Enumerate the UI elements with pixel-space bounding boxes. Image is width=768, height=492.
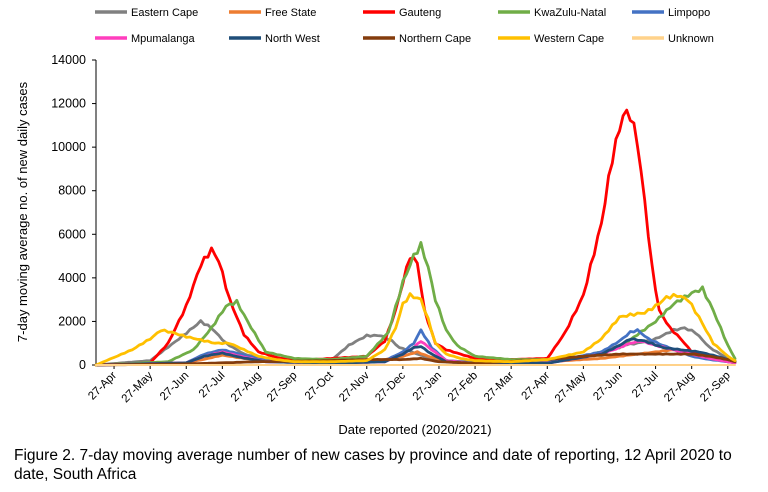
legend-label: KwaZulu-Natal [534,7,606,19]
series-layer [94,108,737,367]
legend-label: Gauteng [399,7,441,19]
legend: Eastern Cape Free State Gauteng KwaZulu-Nat… [95,7,714,45]
y-tick-label: 12000 [51,97,86,111]
legend-label: Free State [265,7,316,19]
x-tick-label: 27-Jul [630,370,661,401]
x-tick-label: 27-May [120,369,156,405]
legend-label: Western Cape [534,33,604,45]
figure-caption: Figure 2. 7-day moving average number of… [14,447,732,483]
x-tick-label: 27-Apr [86,370,119,403]
y-tick-label: 8000 [58,184,86,198]
x-tick-label: 27-Jun [158,370,191,403]
x-tick-label: 27-Jun [591,370,624,403]
x-tick-label: 27-Feb [446,370,480,404]
x-tick-label: 27-Jan [411,370,444,403]
x-axis: 27-Apr 27-May 27-Jun 27-Jul 27-Aug 27-Sep 27-O… [86,364,735,405]
x-tick-label: 27-Sep [265,370,300,405]
legend-label: Limpopo [668,7,710,19]
legend-label: Unknown [668,33,714,45]
y-tick-label: 10000 [51,140,86,154]
series-line-north-west [94,337,737,367]
series-line-northern-cape [94,352,737,367]
x-tick-label: 27-Aug [662,370,697,405]
x-tick-label: 27-Mar [482,370,516,404]
legend-label: North West [265,33,320,45]
x-axis-title: Date reported (2020/2021) [338,422,491,437]
x-tick-label: 27-Nov [337,369,372,404]
y-tick-label: 4000 [58,271,86,285]
x-tick-label: 27-May [553,369,589,405]
x-tick-label: 27-Jul [197,370,228,401]
series-line-western-cape [94,292,737,367]
x-tick-label: 27-Aug [229,370,264,405]
series-line-limpopo [94,328,737,367]
legend-label: Eastern Cape [131,7,198,19]
legend-label: Northern Cape [399,33,471,45]
y-axis-title: 7-day moving average no. of new daily ca… [15,81,30,342]
legend-label: Mpumalanga [131,33,195,45]
x-tick-label: 27-Dec [373,369,408,404]
y-tick-label: 6000 [58,227,86,241]
x-tick-label: 27-Apr [519,370,552,403]
chart-canvas: Eastern Cape Free State Gauteng KwaZulu-Nat… [15,7,737,437]
x-tick-label: 27-Sep [698,370,733,405]
y-tick-label: 0 [79,358,86,372]
y-tick-label: 2000 [58,314,86,328]
series-line-gauteng [94,108,737,367]
y-tick-label: 14000 [51,53,86,67]
x-tick-label: 27-Oct [303,369,336,402]
y-axis: 0 2000 4000 6000 8000 10000 12000 14000 [51,53,97,372]
